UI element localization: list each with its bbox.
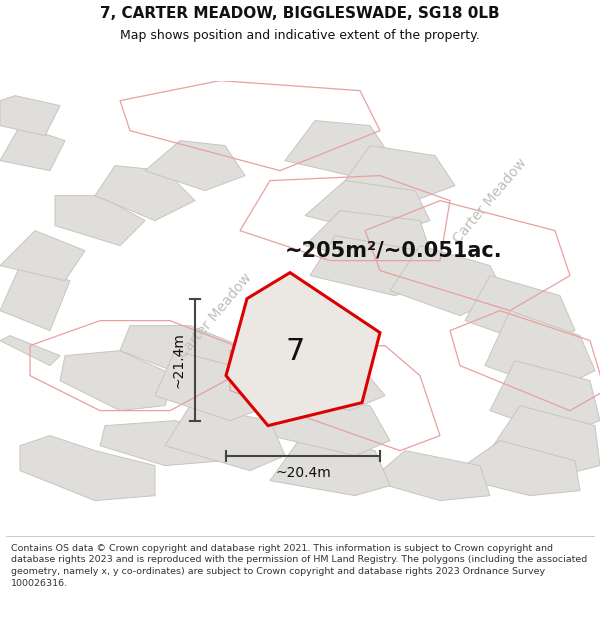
Polygon shape: [155, 351, 270, 421]
Polygon shape: [490, 406, 600, 476]
Polygon shape: [0, 126, 65, 171]
Text: ~20.4m: ~20.4m: [275, 466, 331, 479]
Polygon shape: [490, 361, 600, 436]
Polygon shape: [95, 166, 195, 221]
Polygon shape: [100, 421, 235, 466]
Polygon shape: [270, 396, 390, 456]
Text: Map shows position and indicative extent of the property.: Map shows position and indicative extent…: [120, 29, 480, 42]
Polygon shape: [0, 266, 70, 331]
Polygon shape: [0, 336, 60, 366]
Text: 7: 7: [286, 337, 305, 366]
Polygon shape: [270, 439, 390, 496]
Text: ~205m²/~0.051ac.: ~205m²/~0.051ac.: [285, 241, 503, 261]
Polygon shape: [55, 196, 145, 246]
Polygon shape: [285, 121, 390, 176]
Polygon shape: [226, 272, 380, 426]
Polygon shape: [390, 246, 505, 316]
Text: 7, CARTER MEADOW, BIGGLESWADE, SG18 0LB: 7, CARTER MEADOW, BIGGLESWADE, SG18 0LB: [100, 6, 500, 21]
Polygon shape: [310, 236, 435, 296]
Polygon shape: [370, 451, 490, 501]
Polygon shape: [465, 276, 575, 346]
Polygon shape: [345, 146, 455, 201]
Polygon shape: [120, 326, 240, 376]
Polygon shape: [0, 96, 60, 136]
Polygon shape: [60, 351, 175, 411]
Polygon shape: [0, 231, 85, 281]
Polygon shape: [145, 141, 245, 191]
Polygon shape: [485, 311, 595, 391]
Polygon shape: [450, 441, 580, 496]
Polygon shape: [305, 211, 430, 266]
Polygon shape: [270, 351, 385, 411]
Polygon shape: [370, 121, 600, 281]
Polygon shape: [165, 406, 285, 471]
Polygon shape: [20, 436, 155, 501]
Text: Carter Meadow: Carter Meadow: [451, 156, 529, 246]
Polygon shape: [155, 126, 430, 321]
Polygon shape: [0, 381, 600, 446]
Text: Carter Meadow: Carter Meadow: [176, 271, 254, 361]
Text: Contains OS data © Crown copyright and database right 2021. This information is : Contains OS data © Crown copyright and d…: [11, 544, 587, 588]
Polygon shape: [305, 181, 430, 236]
Text: ~21.4m: ~21.4m: [171, 332, 185, 388]
